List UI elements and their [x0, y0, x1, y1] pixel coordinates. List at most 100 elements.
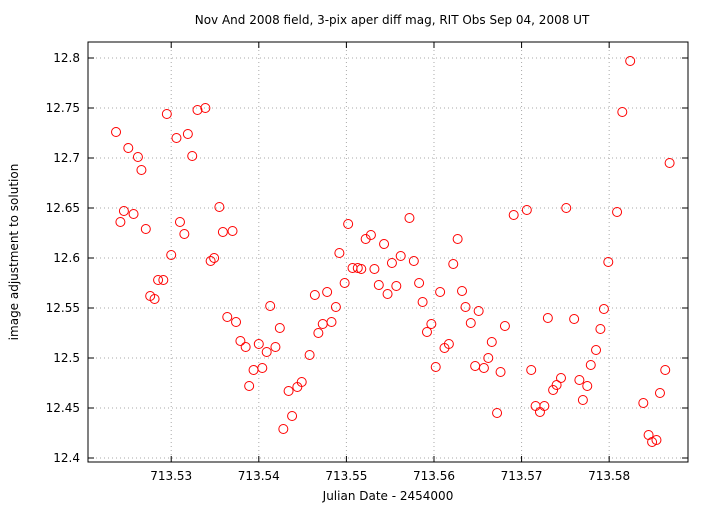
- point: [240, 342, 251, 352]
- point: [205, 256, 216, 266]
- point: [595, 324, 606, 334]
- point: [569, 314, 580, 324]
- point: [161, 109, 172, 119]
- point: [499, 321, 510, 331]
- point: [647, 437, 658, 447]
- point: [192, 105, 203, 115]
- point: [526, 365, 537, 375]
- point: [128, 209, 139, 219]
- point: [136, 165, 147, 175]
- point: [542, 313, 553, 323]
- point: [373, 280, 384, 290]
- point: [248, 365, 259, 375]
- point: [460, 302, 471, 312]
- point: [379, 239, 390, 249]
- point: [426, 319, 437, 329]
- point: [495, 367, 506, 377]
- point: [435, 287, 446, 297]
- point: [395, 251, 406, 261]
- point: [452, 234, 463, 244]
- point: [483, 353, 494, 363]
- point: [123, 143, 134, 153]
- point: [356, 264, 367, 274]
- point: [486, 337, 497, 347]
- point: [118, 206, 129, 216]
- plot-frame: [87, 41, 689, 463]
- point: [365, 230, 376, 240]
- point: [217, 227, 228, 237]
- x-tick-label: 713.57: [501, 469, 543, 483]
- point: [265, 301, 276, 311]
- point: [111, 127, 122, 137]
- point: [612, 207, 623, 217]
- point: [231, 317, 242, 327]
- point: [577, 395, 588, 405]
- point: [534, 407, 545, 417]
- y-tick-label: 12.7: [53, 151, 80, 165]
- point: [227, 226, 238, 236]
- y-tick-label: 12.65: [46, 201, 80, 215]
- point: [643, 430, 654, 440]
- point: [296, 377, 307, 387]
- point: [158, 275, 169, 285]
- point: [200, 103, 211, 113]
- point: [187, 151, 198, 161]
- point: [508, 210, 519, 220]
- point: [417, 297, 428, 307]
- point: [278, 424, 289, 434]
- point: [253, 339, 264, 349]
- point: [443, 339, 454, 349]
- point: [617, 107, 628, 117]
- point: [274, 323, 285, 333]
- y-tick-label: 12.8: [53, 51, 80, 65]
- point: [414, 278, 425, 288]
- point: [287, 411, 298, 421]
- y-tick-label: 12.45: [46, 401, 80, 415]
- point: [334, 248, 345, 258]
- point: [551, 380, 562, 390]
- point: [132, 152, 143, 162]
- point: [404, 213, 415, 223]
- point: [651, 435, 662, 445]
- x-tick-label: 713.58: [588, 469, 630, 483]
- point: [391, 281, 402, 291]
- x-tick-label: 713.54: [238, 469, 280, 483]
- point: [625, 56, 636, 66]
- point: [561, 203, 572, 213]
- point: [555, 373, 566, 383]
- point: [408, 256, 419, 266]
- point: [585, 360, 596, 370]
- point: [115, 217, 126, 227]
- point: [322, 287, 333, 297]
- point: [317, 319, 328, 329]
- y-tick-label: 12.55: [46, 301, 80, 315]
- point: [574, 375, 585, 385]
- y-tick-label: 12.75: [46, 101, 80, 115]
- point: [149, 294, 160, 304]
- point: [174, 217, 185, 227]
- point: [457, 286, 468, 296]
- point: [430, 362, 441, 372]
- point: [283, 386, 294, 396]
- point: [326, 317, 337, 327]
- point: [235, 336, 246, 346]
- point: [582, 381, 593, 391]
- point: [664, 158, 675, 168]
- point: [261, 347, 272, 357]
- point: [530, 401, 541, 411]
- point: [313, 328, 324, 338]
- point: [521, 205, 532, 215]
- point: [548, 385, 559, 395]
- point: [448, 259, 459, 269]
- chart-title: Nov And 2008 field, 3-pix aper diff mag,…: [195, 13, 590, 27]
- y-tick-label: 12.6: [53, 251, 80, 265]
- y-tick-label: 12.4: [53, 451, 80, 465]
- point: [603, 257, 614, 267]
- point: [330, 302, 341, 312]
- point: [153, 275, 164, 285]
- point: [470, 361, 481, 371]
- point: [171, 133, 182, 143]
- point: [598, 304, 609, 314]
- point: [539, 401, 550, 411]
